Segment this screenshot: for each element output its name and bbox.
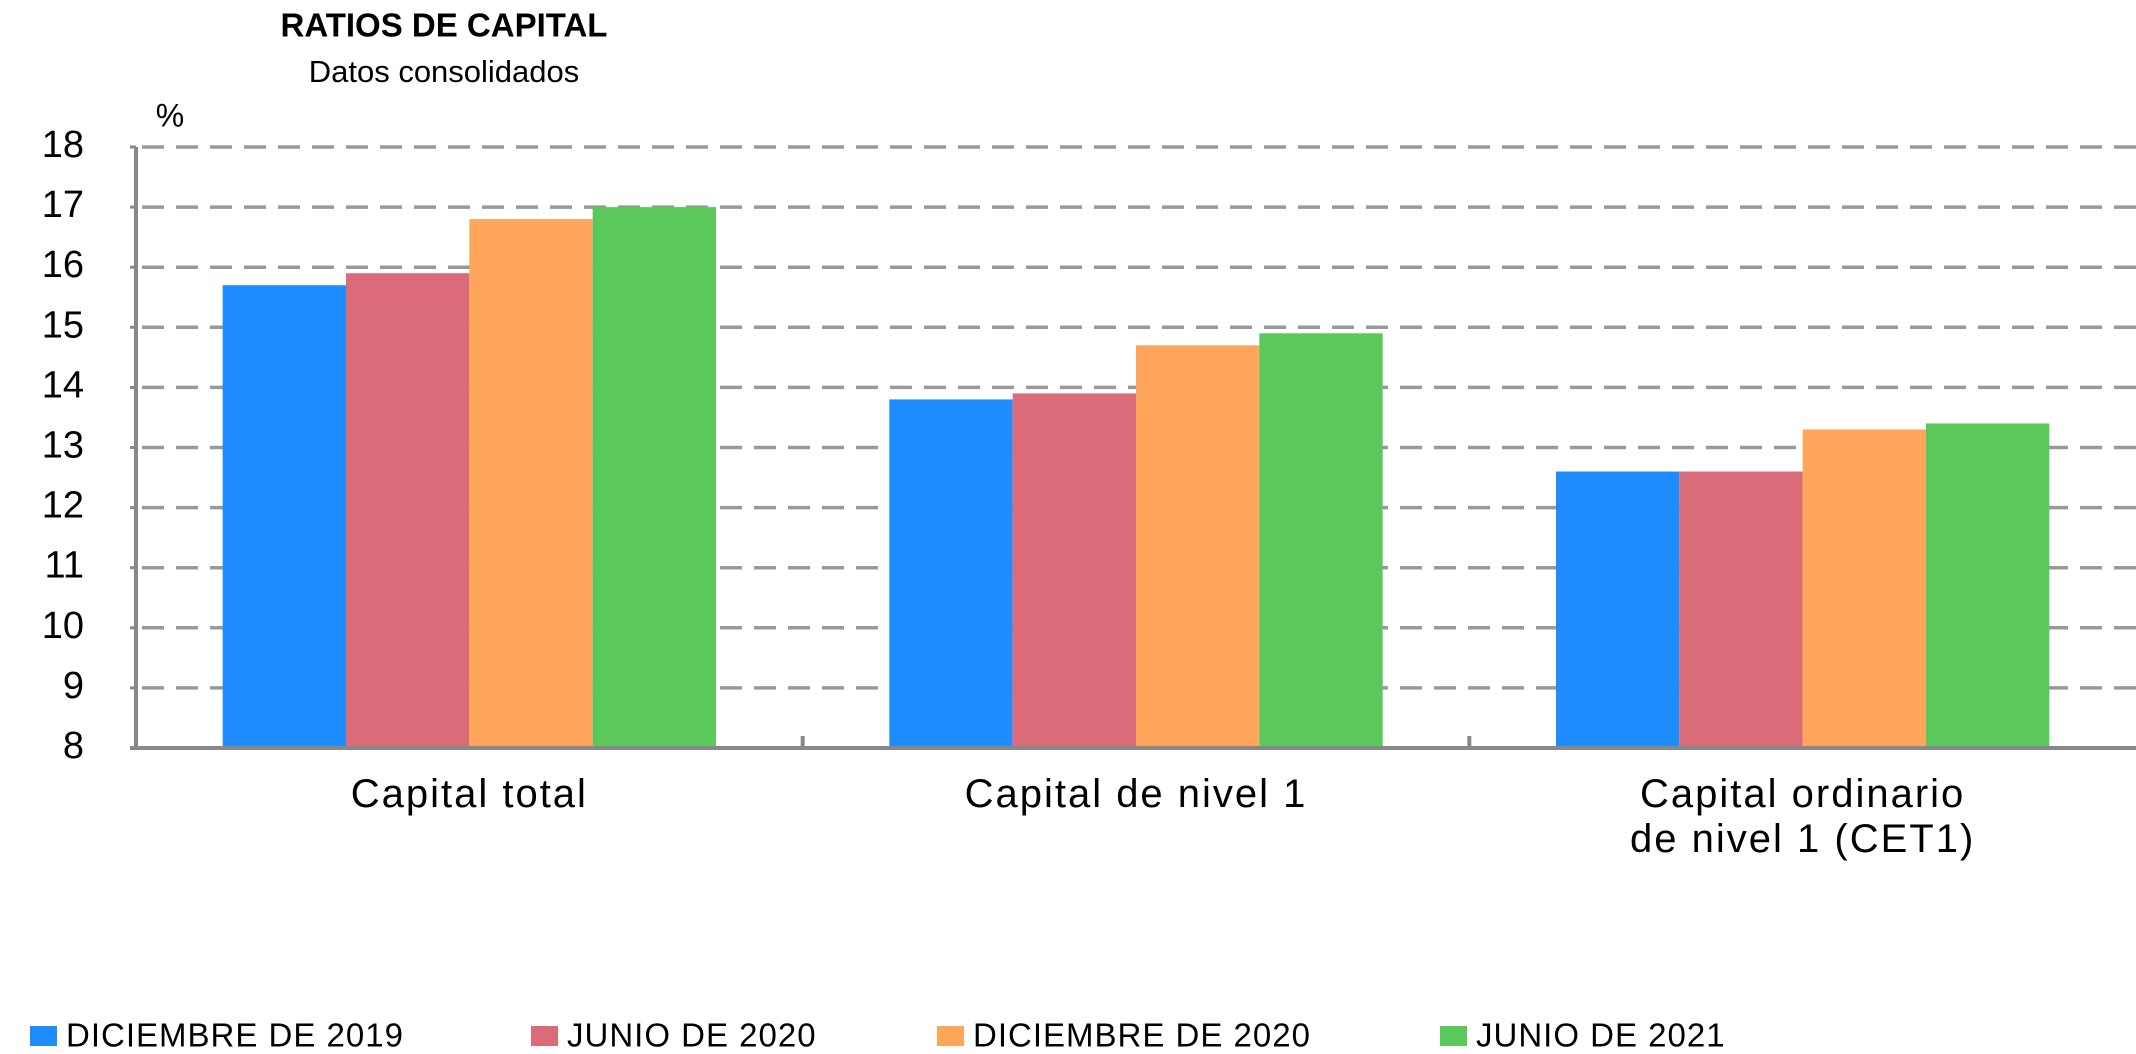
x-tick-label: Capital ordinario de nivel 1 (CET1) xyxy=(1630,772,1976,861)
y-tick-label: 14 xyxy=(42,364,84,406)
bar xyxy=(469,219,593,748)
chart-title: RATIOS DE CAPITAL xyxy=(281,7,608,44)
bar xyxy=(1926,423,2050,748)
x-tick-label: Capital de nivel 1 xyxy=(964,772,1308,816)
bar xyxy=(592,207,716,749)
bar xyxy=(1802,429,1926,748)
legend-label: JUNIO DE 2020 xyxy=(567,1017,817,1054)
y-tick-label: 15 xyxy=(42,304,84,346)
y-tick-label: 13 xyxy=(42,425,84,467)
legend-swatch xyxy=(531,1026,558,1046)
chart-subtitle: Datos consolidados xyxy=(309,54,580,89)
legend-label: DICIEMBRE DE 2019 xyxy=(66,1017,404,1054)
y-tick-label: 9 xyxy=(63,665,84,707)
y-tick-label: 10 xyxy=(42,605,84,647)
legend-label: JUNIO DE 2021 xyxy=(1476,1017,1726,1054)
bar xyxy=(1556,471,1680,748)
y-tick-label: 17 xyxy=(42,184,84,226)
bar xyxy=(1012,393,1136,748)
y-tick-label: 18 xyxy=(42,124,84,166)
y-tick-label: 12 xyxy=(42,485,84,527)
bar xyxy=(346,273,470,748)
bar xyxy=(889,399,1013,748)
legend-swatch xyxy=(30,1026,57,1046)
y-tick-label: 16 xyxy=(42,244,84,286)
legend-swatch xyxy=(1440,1026,1467,1046)
bar xyxy=(1679,471,1803,748)
y-unit: % xyxy=(156,97,184,133)
bar xyxy=(1136,345,1260,748)
legend-swatch xyxy=(937,1026,964,1046)
bar xyxy=(1259,333,1383,748)
bar xyxy=(222,285,346,748)
y-tick-label: 11 xyxy=(45,545,84,587)
legend-label: DICIEMBRE DE 2020 xyxy=(973,1017,1311,1054)
x-tick-label: Capital total xyxy=(350,772,588,816)
y-tick-label: 8 xyxy=(63,725,84,767)
